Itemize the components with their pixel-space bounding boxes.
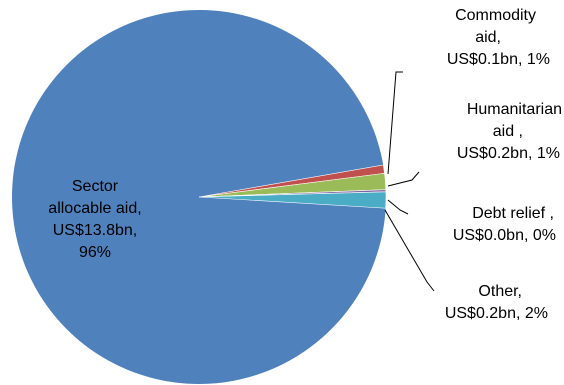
leader-line-other [384, 209, 435, 292]
slice-label-debt-relief: Debt relief , US$0.0bn, 0% [452, 205, 556, 244]
leader-line-commodity-aid [387, 71, 403, 175]
pie-slice-sector-allocable-aid [12, 9, 386, 384]
slice-label-sector-allocable-aid: Sector allocable aid, US$13.8bn, 96% [48, 178, 142, 261]
slice-label-commodity-aid: Commodity aid, US$0.1bn, 1% [446, 7, 550, 68]
leader-line-humanitarian-aid [387, 171, 420, 187]
leader-lines [384, 71, 435, 292]
leader-line-debt-relief [387, 199, 409, 215]
slice-label-other: Other, US$0.2bn, 2% [444, 283, 548, 322]
slice-label-humanitarian-aid: Humanitarian aid , US$0.2bn, 1% [456, 101, 562, 162]
pie-slices [12, 9, 387, 384]
pie-slice-other [198, 191, 387, 209]
